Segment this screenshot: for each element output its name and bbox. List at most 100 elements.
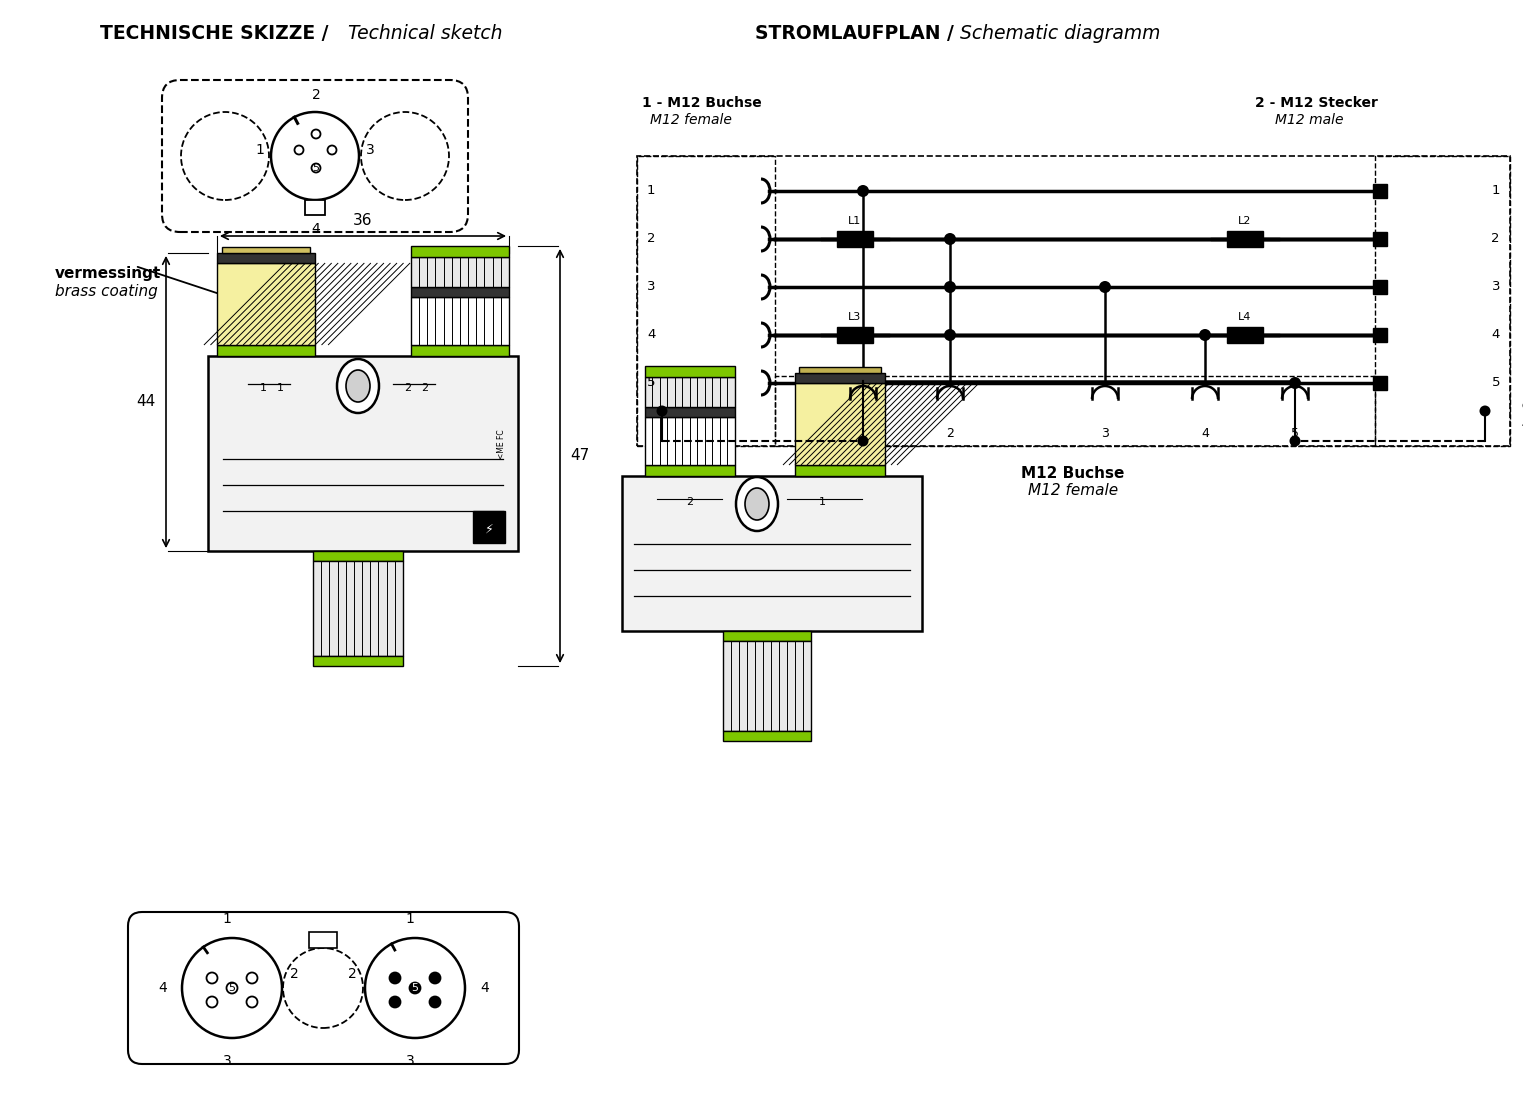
Text: STROMLAUFPLAN /: STROMLAUFPLAN / [755,24,961,43]
Bar [838,231,873,247]
Circle shape [181,112,270,199]
Circle shape [247,972,257,983]
Bar [411,345,509,356]
Bar [1374,279,1387,294]
Bar [314,551,404,561]
Bar [411,246,509,256]
Text: 36: 36 [353,213,373,228]
FancyBboxPatch shape [128,912,519,1064]
Circle shape [656,406,667,416]
Circle shape [944,233,956,246]
Text: 3: 3 [647,281,655,294]
Circle shape [1100,281,1110,293]
Text: 5: 5 [1491,377,1500,389]
Circle shape [1479,406,1491,416]
Text: L2: L2 [1238,216,1252,226]
Circle shape [294,146,303,155]
Circle shape [207,972,218,983]
Circle shape [410,982,420,993]
Text: 1: 1 [1491,184,1500,197]
Bar [314,561,404,657]
Circle shape [1290,435,1301,446]
Ellipse shape [337,359,379,413]
Bar [1228,231,1263,247]
Text: 5: 5 [647,377,655,389]
Text: 5: 5 [312,163,320,173]
Circle shape [271,112,359,199]
Text: M12 female: M12 female [1028,483,1118,498]
Text: ⚡: ⚡ [484,523,493,536]
Bar [646,416,736,465]
Text: brass coating: brass coating [55,284,158,299]
Bar [646,366,736,377]
Circle shape [429,996,440,1007]
Text: 1: 1 [859,427,867,439]
Text: 3: 3 [222,1054,231,1068]
Bar [775,376,1375,446]
Bar [621,476,921,631]
Text: 1: 1 [256,142,263,157]
Bar [723,731,812,741]
Bar [1374,328,1387,342]
Text: 1: 1 [818,496,825,507]
Text: L1: L1 [848,216,862,226]
Bar [474,511,506,543]
Text: 2 - M12 Stecker: 2 - M12 Stecker [1255,96,1378,110]
Bar [795,383,885,465]
Bar [637,156,1509,446]
Circle shape [361,112,449,199]
Text: <ME FC: <ME FC [496,430,506,459]
Text: 4: 4 [312,222,320,236]
Circle shape [207,996,218,1007]
Circle shape [227,982,238,993]
Text: 5: 5 [411,983,419,993]
Bar [646,407,736,416]
Text: Schematic diagramm: Schematic diagramm [959,24,1161,43]
FancyBboxPatch shape [161,80,468,232]
Text: 3: 3 [1491,281,1500,294]
Text: M12 female: M12 female [650,113,733,127]
Ellipse shape [745,488,769,520]
Bar [411,297,509,345]
Ellipse shape [346,370,370,402]
Bar [216,263,315,345]
Text: 4: 4 [158,981,168,995]
Circle shape [183,938,282,1038]
Circle shape [944,281,956,293]
Text: M12 male: M12 male [1275,113,1343,127]
Circle shape [944,329,956,341]
Bar [838,327,873,343]
Text: L4: L4 [1238,312,1252,322]
Bar [222,247,311,253]
Text: 2: 2 [946,427,953,439]
Text: 2: 2 [289,967,299,981]
Circle shape [390,996,401,1007]
Bar [795,373,885,383]
Bar [209,356,518,551]
Text: 1: 1 [647,184,655,197]
Text: 4: 4 [1202,427,1209,439]
Text: Technical sketch: Technical sketch [347,24,503,43]
Circle shape [312,163,320,172]
Bar [800,367,880,373]
Text: 4: 4 [1491,329,1500,342]
Bar [637,156,775,446]
Text: 4: 4 [647,329,655,342]
Circle shape [429,972,440,983]
Text: 3: 3 [1101,427,1109,439]
Bar [309,932,337,948]
Circle shape [312,129,320,138]
Text: 2: 2 [687,496,693,507]
Circle shape [1199,329,1211,341]
Text: 2: 2 [647,232,655,246]
Text: 3: 3 [366,142,375,157]
Text: 2: 2 [1491,232,1500,246]
Text: 47: 47 [570,448,589,464]
Text: 5: 5 [1292,427,1299,439]
Bar [1374,232,1387,246]
Circle shape [390,972,401,983]
Bar [723,631,812,641]
Bar [216,345,315,356]
Bar [723,641,812,731]
Bar [1374,184,1387,198]
